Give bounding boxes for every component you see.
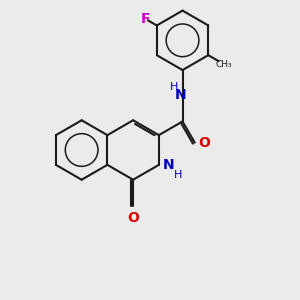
Text: H: H <box>174 170 183 180</box>
Text: N: N <box>175 88 187 102</box>
Text: H: H <box>170 82 178 92</box>
Text: O: O <box>127 211 139 225</box>
Text: N: N <box>162 158 174 172</box>
Text: O: O <box>198 136 210 150</box>
Text: F: F <box>140 12 150 26</box>
Text: CH₃: CH₃ <box>215 60 232 69</box>
